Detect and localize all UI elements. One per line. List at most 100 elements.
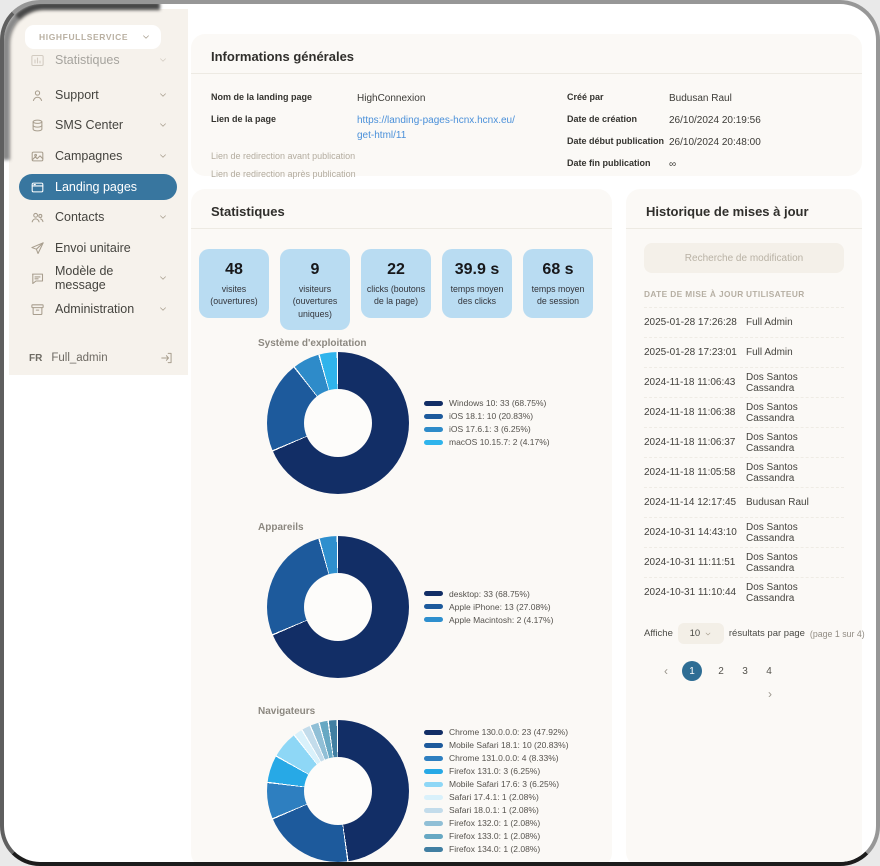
stats-panel: Statistiques 48 visites (ouvertures) 9 visi… [191, 189, 612, 862]
legend-label: Apple iPhone: 13 (27.08%) [449, 601, 551, 612]
language-toggle[interactable]: FR [29, 352, 43, 364]
next-page-button[interactable]: › [768, 687, 772, 701]
browser-icon [30, 180, 45, 195]
info-panel-title: Informations générales [211, 49, 355, 64]
stat-label: temps moyen de session [531, 284, 585, 307]
chevron-down-icon [704, 630, 712, 638]
send-icon [30, 241, 45, 256]
history-user: Dos Santos Cassandra [746, 431, 798, 454]
sidebar-item-envoi-unitaire[interactable]: Envoi unitaire [19, 235, 177, 261]
legend-item: Firefox 132.0: 1 (2.08%) [424, 818, 569, 828]
history-date: 2025-01-28 17:23:01 [644, 347, 737, 358]
sidebar-item-label: Administration [55, 302, 135, 316]
history-date: 2024-11-18 11:06:38 [644, 407, 736, 418]
workspace-selector[interactable]: HIGHFULLSERVICE [25, 25, 161, 49]
history-row: 2024-10-31 11:10:44 Dos Santos Cassandra [644, 577, 844, 607]
legend-item: Safari 18.0.1: 1 (2.08%) [424, 805, 569, 815]
info-field-cree-par: Créé par Budusan Raul [567, 91, 842, 106]
stat-value: 39.9 s [454, 261, 500, 278]
stat-label: visites (ouvertures) [210, 284, 258, 307]
legend-label: Windows 10: 33 (68.75%) [449, 398, 547, 409]
legend-swatch [424, 591, 443, 597]
sidebar-item-support[interactable]: Support [19, 82, 177, 108]
stat-label: clicks (boutons de la page) [366, 284, 426, 307]
page-button-4[interactable]: 4 [766, 665, 772, 677]
logout-icon[interactable] [160, 351, 174, 365]
chevron-down-icon [158, 55, 168, 65]
sidebar-item-label: Envoi unitaire [55, 241, 131, 255]
per-page-suffix: résultats par page [728, 628, 805, 639]
chart-title: Système d'exploitation [258, 337, 367, 349]
sidebar-item-label: SMS Center [55, 118, 124, 132]
stat-card: 22 clicks (boutons de la page) [361, 249, 431, 318]
history-date: 2024-11-18 11:06:43 [644, 377, 736, 388]
per-page-control: Affiche 10 résultats par page (page 1 su… [644, 623, 865, 644]
legend-item: Firefox 131.0: 3 (6.25%) [424, 766, 569, 776]
stat-card: 68 s temps moyen de session [523, 249, 593, 318]
sidebar-item-administration[interactable]: Administration [19, 296, 177, 322]
history-date: 2024-11-18 11:05:58 [644, 467, 736, 478]
divider [191, 73, 862, 74]
user-row: FR Full_admin [29, 349, 174, 367]
legend-label: macOS 10.15.7: 2 (4.17%) [449, 437, 550, 448]
people-icon [30, 210, 45, 225]
legend-item: Windows 10: 33 (68.75%) [424, 398, 550, 408]
donut-chart [267, 719, 409, 862]
legend-label: Mobile Safari 17.6: 3 (6.25%) [449, 779, 560, 790]
history-date: 2025-01-28 17:26:28 [644, 317, 737, 328]
legend-swatch [424, 768, 443, 774]
page-link[interactable]: https://landing-pages-hcnx.hcnx.eu/get-h… [357, 115, 515, 141]
legend-label: desktop: 33 (68.75%) [449, 588, 530, 599]
sidebar-item-statistiques[interactable]: Statistiques [19, 54, 177, 73]
legend-swatch [424, 846, 443, 852]
pagination: ‹ 1 2 3 4 [644, 661, 844, 681]
info-field-date-de-creation: Date de création 26/10/2024 20:19:56 [567, 113, 842, 128]
stat-label: temps moyen des clicks [450, 284, 504, 307]
column-header-user: UTILISATEUR [746, 289, 805, 299]
page-button-2[interactable]: 2 [718, 665, 724, 677]
chart-legend: Windows 10: 33 (68.75%) iOS 18.1: 10 (20.… [424, 398, 550, 447]
history-row: 2024-10-31 14:43:10 Dos Santos Cassandra [644, 517, 844, 547]
divider [626, 228, 862, 229]
message-icon [30, 271, 45, 286]
info-panel: Informations générales Nom de la landing… [191, 34, 862, 179]
history-row: 2024-11-18 11:06:37 Dos Santos Cassandra [644, 427, 844, 457]
sidebar-item-sms-center[interactable]: SMS Center [19, 112, 177, 138]
sidebar: HIGHFULLSERVICE Statistiques Support SMS C… [9, 9, 188, 375]
legend-label: Firefox 134.0: 1 (2.08%) [449, 844, 541, 855]
chart-systeme-d-exploitation: Système d'exploitation Windows 10: 33 (68… [191, 338, 612, 494]
chevron-down-icon [158, 212, 168, 222]
chevron-down-icon [158, 304, 168, 314]
charts-area: Système d'exploitation Windows 10: 33 (68… [191, 338, 612, 862]
history-search-input[interactable] [644, 243, 844, 273]
legend-item: Mobile Safari 18.1: 10 (20.83%) [424, 740, 569, 750]
history-user: Dos Santos Cassandra [746, 371, 798, 394]
page-button-3[interactable]: 3 [742, 665, 748, 677]
legend-item: Safari 17.4.1: 1 (2.08%) [424, 792, 569, 802]
sidebar-item-modele-de-message[interactable]: Modèle de message [19, 264, 177, 292]
sidebar-item-contacts[interactable]: Contacts [19, 204, 177, 230]
legend-item: Firefox 133.0: 1 (2.08%) [424, 831, 569, 841]
per-page-value: 10 [689, 628, 701, 639]
per-page-select[interactable]: 10 [677, 623, 724, 644]
archive-icon [30, 302, 45, 317]
legend-swatch [424, 781, 443, 787]
history-date: 2024-10-31 11:11:51 [644, 557, 736, 568]
page-button-1[interactable]: 1 [682, 661, 702, 681]
sidebar-item-landing-pages[interactable]: Landing pages [19, 174, 177, 200]
donut-chart [267, 351, 409, 494]
prev-page-button[interactable]: ‹ [664, 664, 668, 678]
history-row: 2024-11-18 11:05:58 Dos Santos Cassandra [644, 457, 844, 487]
history-user: Dos Santos Cassandra [746, 581, 798, 604]
legend-label: Firefox 131.0: 3 (6.25%) [449, 766, 541, 777]
sidebar-item-campagnes[interactable]: Campagnes [19, 143, 177, 169]
history-row: 2025-01-28 17:26:28 Full Admin [644, 307, 844, 337]
page-info: (page 1 sur 4) [809, 628, 865, 639]
chart-legend: Chrome 130.0.0.0: 23 (47.92%) Mobile Safa… [424, 727, 569, 854]
info-field-nom-de-la-landing-page: Nom de la landing page HighConnexion [211, 91, 567, 106]
history-user: Full Admin [746, 347, 793, 358]
legend-label: Safari 17.4.1: 1 (2.08%) [449, 792, 539, 803]
chart-appareils: Appareils desktop: 33 (68.75%) Apple iPhon… [191, 522, 612, 678]
legend-label: Chrome 131.0.0.0: 4 (8.33%) [449, 753, 559, 764]
chevron-down-icon [158, 90, 168, 100]
